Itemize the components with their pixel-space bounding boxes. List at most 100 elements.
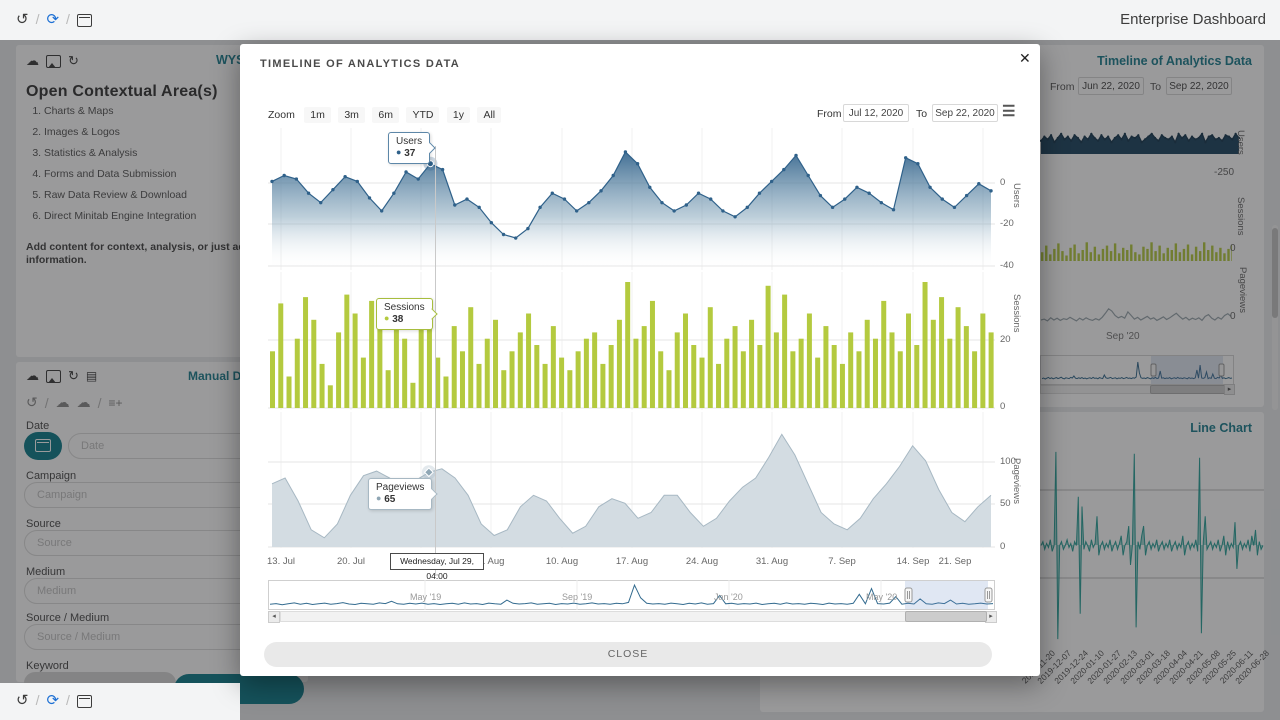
history-icon[interactable]: ↺ (16, 11, 29, 28)
navigator[interactable] (268, 580, 995, 610)
separator: / (44, 394, 49, 411)
x-label: 21. Sep (938, 556, 972, 567)
line-chart (1040, 451, 1264, 640)
y-tick: 0 (1000, 177, 1006, 188)
page-title: Enterprise Dashboard (1120, 11, 1266, 28)
field-label-source: Source (26, 518, 61, 530)
x-label: 20. Jul (337, 556, 365, 567)
line-chart-link[interactable]: Line Chart (1190, 421, 1252, 435)
wysiwyg-link[interactable]: WYS (216, 53, 245, 67)
x-label: 7. Sep (828, 556, 856, 567)
timeline-link[interactable]: Timeline of Analytics Data (1097, 54, 1252, 68)
from-input[interactable] (843, 104, 909, 122)
y-tick: -20 (1000, 218, 1014, 229)
refresh-icon[interactable]: ⟳ (46, 692, 60, 709)
field-label-campaign: Campaign (26, 470, 77, 482)
preview-to-input[interactable] (1166, 77, 1232, 95)
x-label: 14. Sep (896, 556, 930, 567)
panel-heading: Open Contextual Area(s) (26, 83, 218, 100)
modal-title: TIMELINE OF ANALYTICS DATA (260, 58, 461, 70)
x-label: 17. Aug (615, 556, 649, 567)
zoom-ytd-button[interactable]: YTD (406, 107, 440, 123)
page-scrollbar-thumb[interactable] (1272, 228, 1278, 318)
pageviews-tooltip: Pageviews ● 65 (368, 478, 433, 510)
y-tick: 20 (1000, 334, 1011, 345)
y-tick: 0 (1000, 541, 1006, 552)
calendar-icon[interactable] (76, 13, 92, 27)
date-picker-button[interactable] (24, 432, 62, 460)
zoom-all-button[interactable]: All (477, 107, 502, 123)
cloud-icon[interactable]: ☁ (76, 394, 91, 410)
separator: / (97, 394, 102, 411)
navigator-scrollbar[interactable] (280, 611, 987, 622)
field-label-medium: Medium (26, 566, 66, 578)
preview-users-chart (1040, 132, 1240, 154)
zoom-3m-button[interactable]: 3m (338, 107, 365, 123)
list-item: Forms and Data Submission (44, 168, 196, 180)
scrollbar-left-arrow[interactable]: ◂ (268, 611, 280, 623)
image-icon[interactable] (46, 369, 61, 383)
x-label: 31. Aug (755, 556, 789, 567)
preview-zero1: 0 (1230, 243, 1236, 254)
cloud-icon[interactable]: ☁ (26, 53, 39, 68)
separator: / (35, 692, 40, 708)
preview-sep20: Sep '20 (1106, 331, 1140, 342)
to-input[interactable] (932, 104, 998, 122)
tooltip-series-name: Users (396, 136, 423, 147)
image-icon[interactable] (46, 54, 61, 68)
zoom-1y-button[interactable]: 1y (446, 107, 470, 123)
navigator-label: May '19 (410, 592, 442, 602)
list-item: Direct Minitab Engine Integration (44, 210, 196, 222)
from-label: From (817, 108, 842, 120)
manual-data-link[interactable]: Manual Da (188, 369, 249, 383)
x-label: 3. Aug (477, 556, 505, 567)
crosshair-date-label: Wednesday, Jul 29, 04:00 (390, 553, 484, 581)
sessions-axis-title: Sessions (1011, 294, 1022, 333)
scrollbar-thumb[interactable] (905, 611, 987, 622)
calendar-icon (35, 439, 51, 452)
users-axis-title: Users (1011, 183, 1022, 208)
top-bar: ↺ / ⟳ / Enterprise Dashboard (0, 0, 1280, 40)
card-icon[interactable]: ▤ (85, 369, 98, 383)
list-item: Charts & Maps (44, 105, 196, 117)
preview-neg250: -250 (1214, 167, 1235, 178)
separator: / (66, 11, 70, 27)
y-tick: 100 (1000, 456, 1016, 467)
refresh-icon[interactable]: ↻ (68, 53, 79, 68)
history-icon[interactable]: ↺ (16, 692, 29, 709)
tooltip-value: 38 (392, 314, 404, 325)
from-label: From (1050, 81, 1075, 93)
separator: / (35, 11, 40, 27)
cloud-icon[interactable]: ☁ (26, 368, 39, 383)
to-label: To (1150, 81, 1162, 93)
sessions-pane[interactable] (268, 272, 995, 410)
list-add-icon[interactable]: ≡+ (108, 395, 123, 410)
users-pane[interactable] (268, 128, 995, 270)
navigator-label: Sep '19 (562, 592, 593, 602)
zoom-1m-button[interactable]: 1m (304, 107, 331, 123)
preview-navigator[interactable] (1040, 355, 1234, 385)
zoom-label: Zoom (268, 109, 295, 121)
y-tick: 0 (1000, 401, 1006, 412)
menu-icon[interactable]: ☰ (1002, 103, 1016, 120)
cloud-upload-icon[interactable]: ☁ (55, 394, 70, 410)
preview-scrollbar-right-arrow[interactable]: ▸ (1224, 384, 1235, 395)
tooltip-value: 37 (404, 148, 416, 159)
refresh-icon[interactable]: ↻ (68, 368, 79, 383)
tooltip-value: 65 (384, 494, 396, 505)
timeline-modal: TIMELINE OF ANALYTICS DATA ✕ Zoom 1m 3m … (240, 44, 1040, 676)
refresh-icon[interactable]: ⟳ (46, 11, 60, 28)
preview-from-input[interactable] (1078, 77, 1144, 95)
x-label: 13. Jul (267, 556, 295, 567)
close-icon[interactable]: ✕ (1019, 50, 1031, 66)
preview-pageviews-chart (1040, 307, 1232, 322)
close-button[interactable]: CLOSE (264, 642, 992, 667)
history-icon[interactable]: ↺ (26, 394, 38, 410)
zoom-6m-button[interactable]: 6m (372, 107, 399, 123)
calendar-icon[interactable] (76, 694, 92, 708)
navigator-label: May '20 (866, 592, 898, 602)
modal-backdrop[interactable] (240, 683, 1280, 720)
field-label-keyword: Keyword (26, 660, 69, 672)
list-item: Images & Logos (44, 126, 196, 138)
sessions-tooltip: Sessions ● 38 (376, 298, 433, 330)
